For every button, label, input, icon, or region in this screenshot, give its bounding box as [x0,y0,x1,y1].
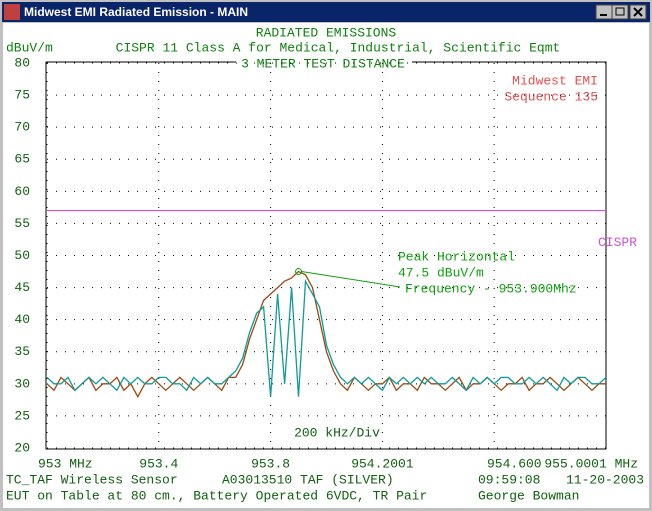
title-bar [2,2,650,22]
y-axis-label: dBuV/m [6,40,53,55]
client-area [3,23,649,508]
maximize-glyph [615,7,625,16]
window-title: Midwest EMI Radiated Emission - MAIN [24,5,248,19]
y-tick-label: 20 [14,440,30,455]
footer-product: TC_TAF Wireless Sensor [6,472,178,487]
footer-date: 11-20-2003 [566,472,644,487]
y-tick-label: 55 [14,216,30,231]
close-glyph [633,7,643,17]
x-tick-label: 955.0001 MHz [544,456,638,471]
y-tick-label: 75 [14,88,30,103]
y-tick-label: 30 [14,376,30,391]
window-buttons[interactable] [595,4,647,20]
footer-operator: George Bowman [478,488,579,503]
x-tick-label: 954.600 [487,456,542,471]
x-tick-label: 953 MHz [38,456,93,471]
distance-bg [236,57,412,71]
limit-label: CISPR [598,235,637,250]
y-tick-label: 60 [14,184,30,199]
y-tick-label: 50 [14,248,30,263]
footer-time: 09:59:08 [478,472,540,487]
trace [46,270,606,399]
chart-title: RADIATED EMISSIONS [256,25,397,40]
y-tick-label: 80 [14,55,30,70]
footer-setup: EUT on Table at 80 cm., Battery Operated… [6,488,427,503]
trace [46,278,607,397]
division-label: 200 kHz/Div [294,425,380,440]
minimize-button[interactable] [595,4,613,20]
company: Midwest EMI [512,73,598,88]
x-tick-label: 953.4 [139,456,178,471]
maximize-button[interactable] [611,4,629,20]
y-tick-label: 45 [14,280,30,295]
x-tick-label: 953.8 [251,456,290,471]
peak-frequency: Frequency - 953.900Mhz [405,281,577,296]
y-tick-label: 40 [14,312,30,327]
chart-subtitle: CISPR 11 Class A for Medical, Industrial… [116,40,561,55]
x-tick-label: 954.2001 [351,456,414,471]
test-distance: 3 METER TEST DISTANCE [241,56,405,71]
sequence: Sequence 135 [504,89,598,104]
peak-value: 47.5 dBuV/m [398,265,484,280]
y-tick-label: 35 [14,344,30,359]
peak-leader [301,271,401,288]
footer-id: A03013510 TAF (SILVER) [222,472,394,487]
app-icon [4,4,20,20]
peak-title: Peak Horizontal [398,249,515,264]
y-tick-label: 70 [14,120,30,135]
y-tick-label: 65 [14,152,30,167]
y-tick-label: 25 [14,408,30,423]
